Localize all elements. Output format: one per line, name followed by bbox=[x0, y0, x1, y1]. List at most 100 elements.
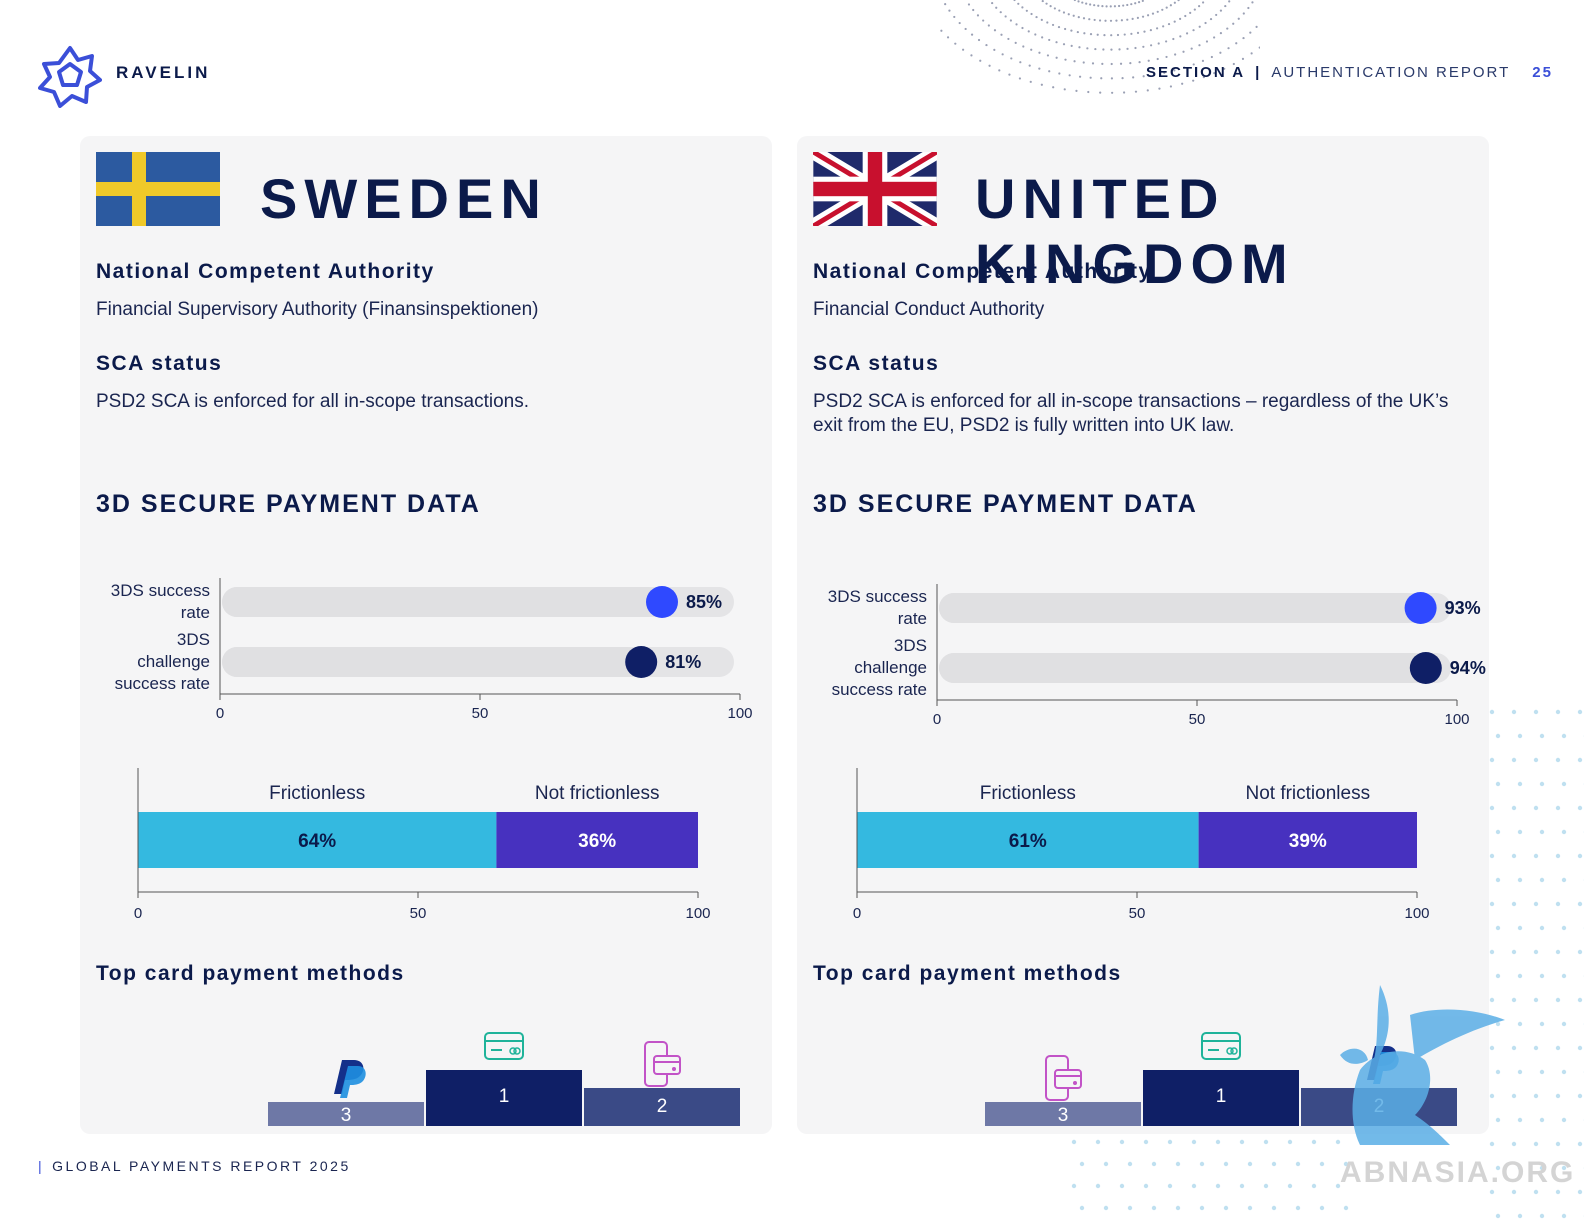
value-dot bbox=[625, 646, 658, 678]
decor-dot bbox=[1086, 47, 1089, 50]
decor-dot bbox=[1123, 33, 1126, 36]
decor-dot bbox=[1093, 18, 1096, 22]
decor-dot bbox=[995, 6, 998, 9]
decor-dot bbox=[1539, 1213, 1545, 1219]
decor-dot bbox=[1517, 733, 1523, 739]
decor-dot bbox=[1511, 709, 1517, 715]
decor-dot bbox=[1511, 1045, 1517, 1051]
brand-name: RAVELIN bbox=[116, 63, 211, 82]
decor-dot bbox=[958, 21, 961, 25]
decor-dot bbox=[1120, 19, 1123, 22]
decor-dot bbox=[1014, 41, 1017, 44]
uk-flag-icon bbox=[813, 152, 937, 226]
decor-dot bbox=[1495, 1117, 1501, 1123]
value-label: 85% bbox=[686, 592, 722, 612]
decor-dot bbox=[1295, 1205, 1301, 1211]
decor-dot bbox=[1103, 34, 1106, 37]
x-tick-label: 50 bbox=[1129, 905, 1146, 922]
decor-dot bbox=[976, 14, 980, 17]
decor-dot bbox=[1163, 71, 1166, 74]
decor-dot bbox=[1555, 901, 1561, 907]
decor-dot bbox=[1561, 877, 1567, 883]
decor-dot bbox=[1555, 1189, 1561, 1195]
decor-dot bbox=[1517, 877, 1523, 883]
decor-dot bbox=[1156, 27, 1159, 30]
x-tick-label: 0 bbox=[853, 905, 861, 922]
decor-dot bbox=[1019, 61, 1022, 64]
decor-dot bbox=[1511, 1189, 1517, 1195]
decor-dot bbox=[1062, 11, 1066, 14]
decor-dot bbox=[1177, 0, 1180, 2]
decor-dot bbox=[1119, 1139, 1125, 1145]
decor-dot bbox=[1034, 33, 1037, 36]
decor-dot bbox=[1295, 1161, 1301, 1167]
decor-dot bbox=[985, 43, 988, 47]
decor-dot bbox=[1511, 1141, 1517, 1147]
sweden-flag-icon bbox=[96, 152, 220, 226]
decor-dot bbox=[1495, 877, 1501, 883]
decor-dot bbox=[1495, 973, 1501, 979]
stack-segment bbox=[496, 812, 698, 868]
decor-dot bbox=[1119, 62, 1123, 65]
decor-dot bbox=[1517, 1069, 1523, 1075]
decor-dot bbox=[1082, 61, 1085, 64]
decor-dot bbox=[1227, 47, 1230, 50]
podium-block-3 bbox=[268, 1102, 424, 1126]
credit-card-icon bbox=[484, 1032, 524, 1060]
decor-dot bbox=[1110, 62, 1113, 66]
value-dot bbox=[1409, 652, 1442, 684]
decor-dot bbox=[1213, 36, 1216, 39]
decor-dot bbox=[1190, 47, 1193, 50]
decor-dot bbox=[1076, 30, 1079, 34]
decor-dot bbox=[1561, 973, 1567, 979]
decor-dot bbox=[1072, 14, 1075, 17]
decor-dot bbox=[1109, 5, 1112, 8]
decor-dot bbox=[948, 9, 951, 12]
series-name-label: Frictionless bbox=[980, 783, 1076, 804]
decor-dot bbox=[1041, 36, 1044, 39]
sca-heading: SCA status bbox=[813, 352, 940, 375]
decor-dot bbox=[1235, 42, 1238, 45]
decor-dot bbox=[1030, 48, 1033, 51]
category-label: rate bbox=[181, 603, 210, 622]
decor-dot bbox=[1149, 28, 1152, 32]
value-bar bbox=[222, 587, 662, 617]
decorative-dot-grid bbox=[1489, 709, 1584, 1219]
decor-dot bbox=[1088, 18, 1091, 21]
decor-dot bbox=[1070, 44, 1073, 47]
decor-dot bbox=[1184, 14, 1187, 18]
decor-dot bbox=[1489, 1141, 1495, 1147]
x-tick-label: 0 bbox=[216, 705, 224, 722]
decor-dot bbox=[1022, 45, 1025, 48]
decor-dot bbox=[1533, 757, 1539, 763]
decor-dot bbox=[1191, 1139, 1197, 1145]
decor-dot bbox=[1287, 1139, 1293, 1145]
segment-value-label: 64% bbox=[298, 831, 336, 852]
page-footer: | GLOBAL PAYMENTS REPORT 2025 bbox=[38, 1158, 351, 1174]
decor-dot bbox=[1079, 1205, 1085, 1211]
decor-dot bbox=[1046, 21, 1049, 24]
decor-dot bbox=[1015, 23, 1018, 26]
decor-dot bbox=[1053, 7, 1056, 10]
decor-dot bbox=[1085, 2, 1088, 5]
decor-dot bbox=[1199, 1205, 1205, 1211]
decor-dot bbox=[1209, 17, 1213, 21]
decor-dot bbox=[1130, 32, 1133, 35]
footer-divider: | bbox=[38, 1158, 45, 1174]
decor-dot bbox=[1100, 77, 1103, 80]
decor-dot bbox=[1013, 0, 1016, 2]
decor-dot bbox=[967, 3, 971, 6]
decor-dot bbox=[1215, 1183, 1221, 1189]
x-tick-label: 50 bbox=[1189, 711, 1206, 728]
decor-dot bbox=[1517, 1213, 1523, 1219]
decor-dot bbox=[1095, 1139, 1101, 1145]
decor-dot bbox=[1146, 89, 1149, 92]
value-bar bbox=[939, 593, 1421, 623]
decor-dot bbox=[1062, 43, 1066, 46]
decor-dot bbox=[1247, 6, 1250, 10]
decor-dot bbox=[1533, 805, 1539, 811]
decor-dot bbox=[1511, 997, 1517, 1003]
decor-dot bbox=[1199, 1161, 1205, 1167]
mobile-wallet-icon bbox=[644, 1041, 681, 1087]
decor-dot bbox=[1242, 12, 1245, 15]
